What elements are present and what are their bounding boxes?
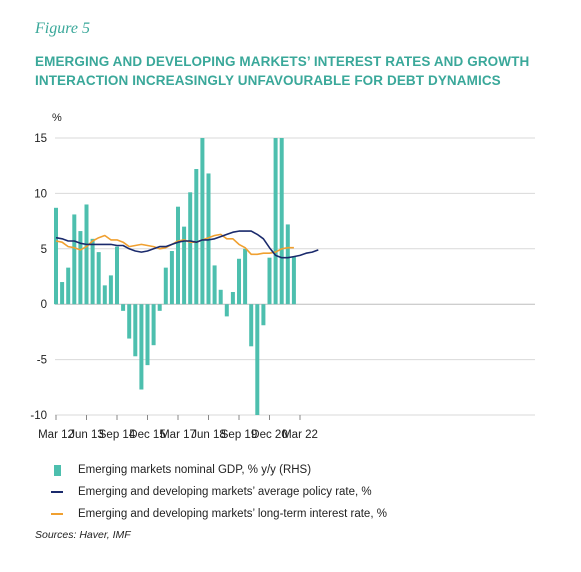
gdp-bar (133, 304, 138, 357)
x-tick-label: Mar 12 (38, 429, 74, 441)
gdp-bar (96, 252, 101, 305)
x-tick-label: Jun 18 (191, 429, 226, 441)
x-tick-label: Mar 17 (160, 429, 196, 441)
gdp-bar (212, 265, 217, 305)
legend-item-gdp: Emerging markets nominal GDP, % y/y (RHS… (48, 459, 387, 481)
gdp-bar (163, 267, 168, 305)
gdp-bar (273, 138, 278, 305)
gdp-bar (200, 138, 205, 305)
gdp-bar (151, 304, 156, 346)
y-tick-label: 0 (41, 299, 47, 311)
gdp-bar (145, 304, 150, 366)
gdp-bar (157, 304, 162, 311)
gdp-bar (54, 207, 58, 305)
gdp-bar (60, 282, 65, 305)
gdp-bar (108, 275, 113, 305)
gdp-bar (237, 258, 241, 305)
legend-swatch-policy-rate (51, 491, 63, 493)
chart-title: EMERGING AND DEVELOPING MARKETS’ INTERES… (35, 54, 530, 88)
gdp-bar (139, 304, 144, 390)
gdp-bar (279, 138, 284, 305)
gdp-bar (66, 267, 71, 305)
gdp-bar (102, 285, 107, 305)
figure-label: Figure 5 (35, 20, 90, 37)
gdp-bar (182, 226, 187, 305)
gdp-bar (243, 248, 248, 305)
gdp-bar (115, 246, 119, 305)
y-tick-label: 15 (34, 133, 47, 145)
x-tick-label: Dec 15 (129, 429, 165, 441)
y-tick-label: 10 (34, 188, 47, 200)
x-tick-label: Sep 19 (221, 429, 257, 441)
y-tick-label: 5 (41, 244, 47, 256)
gdp-bar (72, 214, 77, 305)
gdp-bar (261, 304, 266, 326)
gdp-bar (291, 256, 296, 305)
policy-rate-line (55, 230, 319, 259)
gdp-bar (127, 304, 132, 339)
gdp-bar (218, 289, 223, 305)
gdp-bar (176, 206, 180, 305)
gdp-bar (267, 257, 272, 305)
legend-label-policy-rate: Emerging and developing markets’ average… (78, 486, 372, 498)
gdp-bar (230, 292, 235, 305)
sources-note: Sources: Haver, IMF (35, 529, 131, 541)
legend-label-long-term-rate: Emerging and developing markets’ long-te… (78, 508, 387, 520)
y-axis-unit-label: % (52, 112, 62, 124)
gdp-bar (285, 224, 290, 305)
gdp-bar (188, 192, 193, 305)
x-tick-label: Dec 20 (251, 429, 287, 441)
legend-item-policy-rate: Emerging and developing markets’ average… (48, 481, 387, 503)
legend-swatch-gdp (53, 464, 61, 476)
gdp-bar (206, 173, 211, 305)
gdp-bar (121, 304, 126, 311)
legend-item-long-term-rate: Emerging and developing markets’ long-te… (48, 503, 387, 525)
gdp-bar (90, 238, 95, 305)
y-tick-label: -5 (37, 355, 47, 367)
x-tick-label: Jun 13 (69, 429, 104, 441)
x-tick-label: Sep 14 (99, 429, 136, 441)
gdp-bar (224, 304, 229, 317)
x-tick-label: Mar 22 (282, 429, 318, 441)
gdp-bar (249, 304, 254, 347)
y-tick-label: -10 (30, 410, 47, 422)
gdp-bar (78, 231, 83, 305)
legend-swatch-long-term-rate (51, 513, 63, 515)
gdp-bar (84, 204, 89, 305)
gdp-bar (169, 251, 174, 305)
chart-legend: Emerging markets nominal GDP, % y/y (RHS… (48, 459, 387, 525)
gdp-bar (194, 169, 199, 305)
gdp-bar (255, 304, 260, 415)
legend-label-gdp: Emerging markets nominal GDP, % y/y (RHS… (78, 464, 312, 476)
